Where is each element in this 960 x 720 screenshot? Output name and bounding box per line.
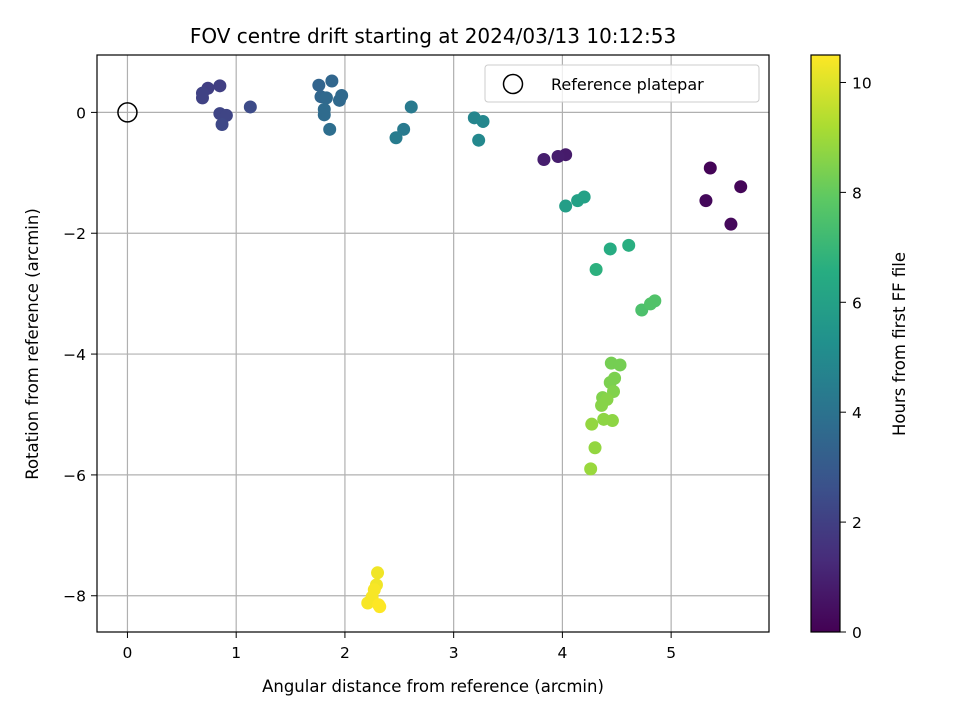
colorbar-tick-label: 6 <box>852 294 862 312</box>
x-tick-label: 3 <box>449 644 459 662</box>
data-point <box>584 462 598 476</box>
data-point <box>559 199 573 213</box>
data-point <box>648 294 662 308</box>
y-tick-label: −6 <box>63 467 86 485</box>
legend-box <box>484 64 760 103</box>
data-point <box>588 441 602 455</box>
colorbar: 0 2 4 6 8 10 Hours from first FF file <box>810 54 909 642</box>
y-tick-label: −8 <box>63 588 86 606</box>
data-point <box>476 114 490 128</box>
y-axis-label: Rotation from reference (arcmin) <box>23 208 42 480</box>
data-point <box>312 78 326 92</box>
y-tick-label: −4 <box>63 346 86 364</box>
x-tick-label: 4 <box>557 644 567 662</box>
legend: Reference platepar <box>484 64 760 103</box>
data-point <box>215 117 229 131</box>
colorbar-tick-label: 10 <box>852 74 872 92</box>
data-point <box>551 150 565 164</box>
colorbar-tick-label: 0 <box>852 624 862 642</box>
data-point <box>373 600 387 614</box>
data-point <box>595 398 609 412</box>
data-point <box>589 262 603 276</box>
reference-platepar-marker <box>117 102 138 123</box>
data-point <box>397 122 411 136</box>
data-points <box>195 74 748 614</box>
data-point <box>325 74 339 88</box>
x-axis-ticks: 0 1 2 3 4 5 <box>123 632 676 662</box>
data-point <box>472 133 486 147</box>
data-point <box>243 100 257 114</box>
x-tick-label: 2 <box>340 644 350 662</box>
data-point <box>699 194 713 208</box>
x-tick-label: 5 <box>666 644 676 662</box>
data-point <box>724 217 738 231</box>
data-point <box>371 566 385 580</box>
data-point <box>585 417 599 431</box>
data-point <box>323 122 337 136</box>
legend-marker <box>502 73 524 95</box>
data-point <box>734 180 748 194</box>
data-point <box>622 238 636 252</box>
colorbar-frame <box>810 54 841 633</box>
data-point <box>319 91 333 105</box>
colorbar-tick-label: 8 <box>852 184 862 202</box>
y-axis-ticks: 0 −2 −4 −6 −8 <box>63 104 97 606</box>
grid-lines <box>97 55 769 632</box>
colorbar-ticks: 0 2 4 6 8 10 <box>840 74 872 642</box>
data-point <box>361 596 375 610</box>
plot-frame <box>96 54 770 633</box>
data-point <box>537 153 551 167</box>
x-axis-label: Angular distance from reference (arcmin) <box>262 677 604 696</box>
data-point <box>613 358 627 372</box>
data-point <box>389 131 403 145</box>
x-tick-label: 0 <box>123 644 133 662</box>
y-tick-label: −2 <box>63 225 86 243</box>
data-point <box>577 190 591 204</box>
data-point <box>213 79 227 93</box>
data-point <box>195 91 209 105</box>
data-point <box>332 93 346 107</box>
data-point <box>404 100 418 114</box>
colorbar-gradient <box>811 55 840 632</box>
data-point <box>603 242 617 256</box>
legend-label-reference-platepar: Reference platepar <box>551 75 704 94</box>
data-point <box>317 108 331 122</box>
x-tick-label: 1 <box>231 644 241 662</box>
colorbar-tick-label: 2 <box>852 514 862 532</box>
data-point <box>703 161 717 175</box>
colorbar-label: Hours from first FF file <box>890 252 909 436</box>
chart-title: FOV centre drift starting at 2024/03/13 … <box>190 24 676 48</box>
y-tick-label: 0 <box>76 104 86 122</box>
colorbar-tick-label: 4 <box>852 404 862 422</box>
data-point <box>605 414 619 428</box>
